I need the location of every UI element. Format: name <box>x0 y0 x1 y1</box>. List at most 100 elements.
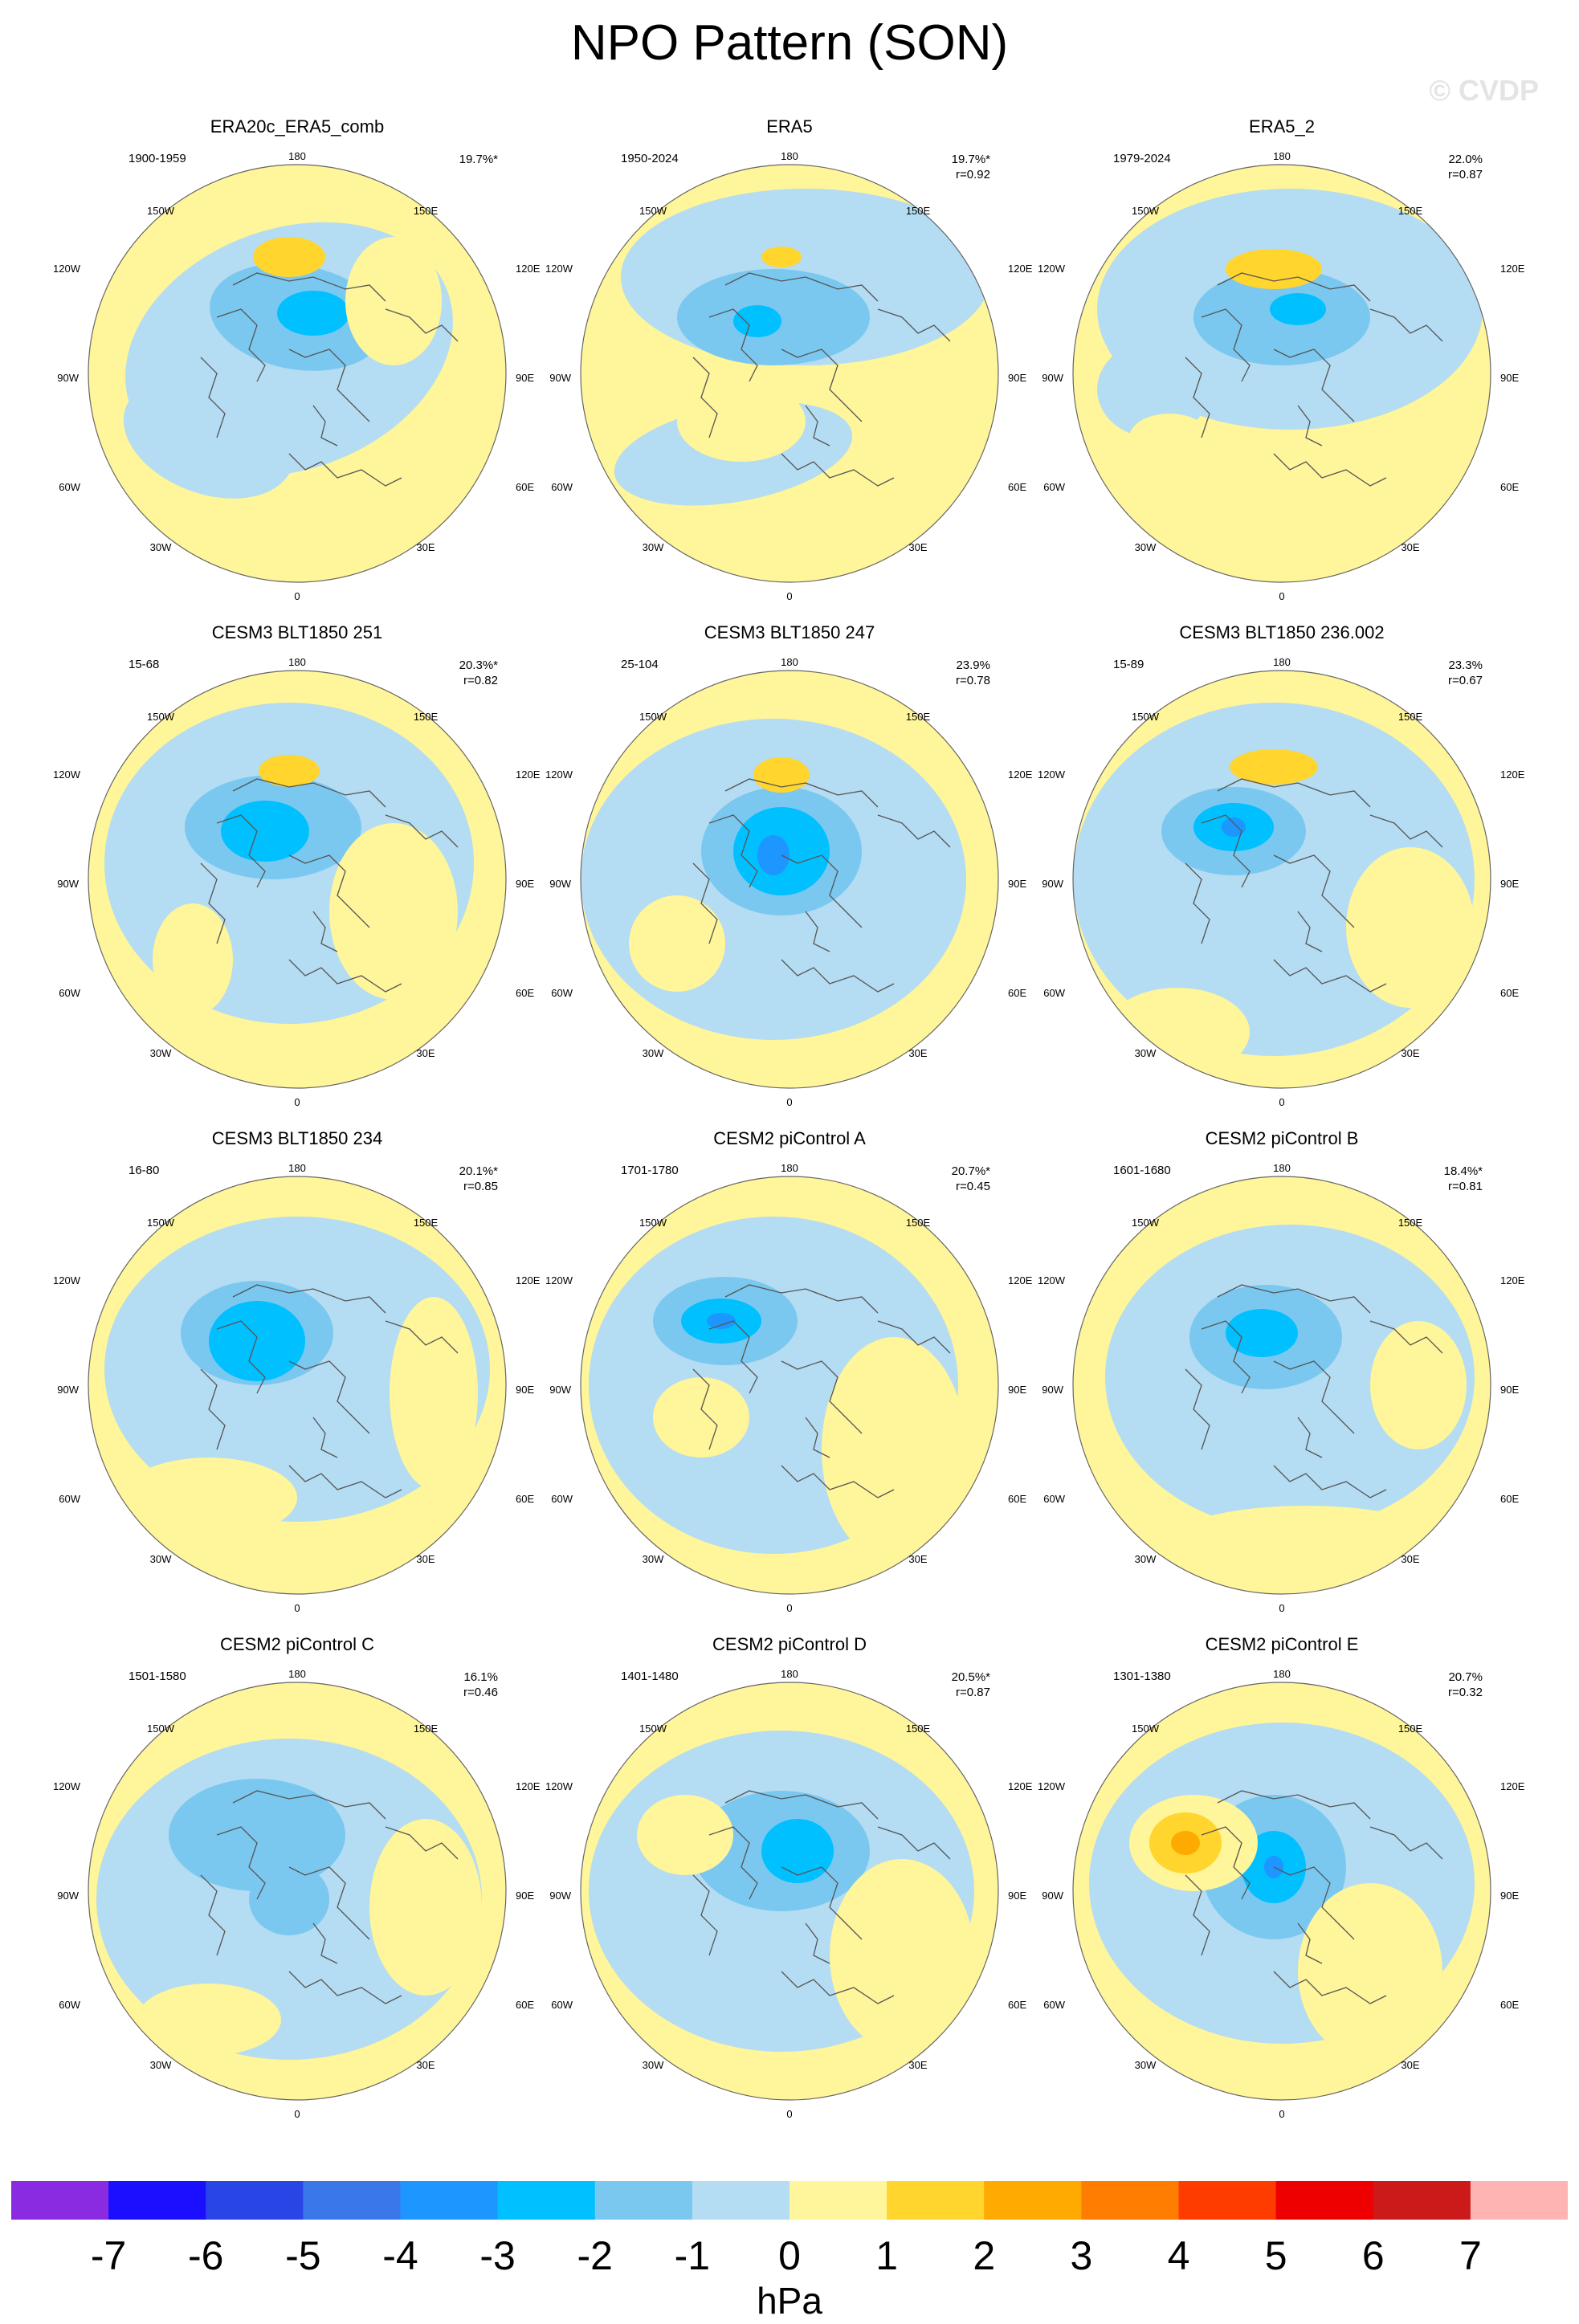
longitude-label-lr: 60E <box>1008 1493 1027 1505</box>
colorbar-tick-label: 2 <box>973 2233 996 2278</box>
panel-period: 1900-1959 <box>129 152 186 165</box>
anomaly-contour <box>1129 414 1210 462</box>
map-boundary <box>88 670 507 1089</box>
explained-variance: 19.7%* <box>951 153 990 166</box>
colorbar-tick-label: 4 <box>1167 2233 1190 2278</box>
panel-variance-stats: 19.7%* r=0.92 <box>918 152 990 182</box>
longitude-label-bl: 30W <box>149 541 172 553</box>
map-panel: CESM2 piControl A 1701-1780 20.7%* r=0.45 18… <box>541 1128 1038 1634</box>
coastline <box>877 308 951 342</box>
coastline <box>216 1826 266 1900</box>
coastline <box>312 1922 338 1964</box>
longitude-label-l: 90W <box>57 1384 79 1396</box>
coastline <box>805 1922 830 1964</box>
coastline <box>1273 1971 1387 2004</box>
watermark: © CVDP <box>1429 74 1539 107</box>
map-boundary <box>1072 670 1491 1089</box>
longitude-label-r: 90E <box>1500 372 1520 384</box>
coastline <box>200 862 226 944</box>
longitude-label-bottom: 0 <box>294 1602 300 1614</box>
longitude-label-br: 30E <box>908 541 928 553</box>
panel-period: 1501-1580 <box>129 1670 186 1683</box>
pattern-correlation: r=0.67 <box>1448 674 1483 687</box>
longitude-label-ll: 60W <box>59 481 80 493</box>
longitude-label-ul: 120W <box>1038 769 1065 781</box>
longitude-label-ul: 120W <box>1038 1780 1065 1792</box>
longitude-label-r: 90E <box>516 1384 535 1396</box>
longitude-label-ll: 60W <box>1043 1999 1065 2011</box>
longitude-label-ul: 120W <box>1038 263 1065 275</box>
colorbar-tick-label: 6 <box>1361 2233 1385 2278</box>
longitude-label-bl: 30W <box>149 1047 172 1059</box>
longitude-label-lr: 60E <box>1500 1999 1520 2011</box>
colorbar-swatch <box>887 2181 985 2220</box>
anomaly-contour <box>249 1863 329 1935</box>
longitude-label-ur: 120E <box>1008 1274 1033 1286</box>
longitude-label-tl: 150W <box>639 711 667 723</box>
explained-variance: 20.1%* <box>459 1164 498 1178</box>
colorbar-tick-label: -4 <box>382 2233 418 2278</box>
colorbar-tick-label: 5 <box>1264 2233 1287 2278</box>
longitude-label-bottom: 0 <box>786 2108 793 2120</box>
coastline <box>288 349 370 422</box>
explained-variance: 16.1% <box>463 1670 498 1684</box>
longitude-label-ur: 120E <box>1008 769 1033 781</box>
longitude-label-br: 30E <box>908 1553 928 1565</box>
anomaly-contour <box>221 801 309 862</box>
anomaly-contour <box>1171 1831 1200 1855</box>
longitude-label-r: 90E <box>516 878 535 890</box>
polar-map <box>1072 670 1491 1089</box>
coastline <box>385 814 459 848</box>
coastline <box>232 272 386 302</box>
anomaly-contour <box>123 377 295 499</box>
longitude-label-ur: 120E <box>1500 1274 1525 1286</box>
panel-variance-stats: 16.1% r=0.46 <box>426 1670 498 1700</box>
longitude-label-tr: 150E <box>413 711 439 723</box>
longitude-label-top: 180 <box>1273 1162 1291 1174</box>
longitude-label-lr: 60E <box>1008 481 1027 493</box>
longitude-label-r: 90E <box>516 1890 535 1902</box>
pattern-correlation: r=0.32 <box>1448 1686 1483 1699</box>
coastline <box>232 778 386 808</box>
coastline <box>232 1790 386 1820</box>
polar-map <box>580 1682 999 2101</box>
panel-title: CESM3 BLT1850 236.002 <box>1179 622 1385 642</box>
coastline <box>708 308 758 382</box>
longitude-label-ll: 60W <box>1043 1493 1065 1505</box>
coastline <box>1369 1320 1443 1354</box>
longitude-label-tl: 150W <box>639 205 667 217</box>
anomaly-contour <box>329 823 458 1000</box>
page-title: NPO Pattern (SON) <box>570 15 1009 71</box>
coastline <box>692 357 718 438</box>
colorbar-swatch <box>497 2181 596 2220</box>
panel-title: CESM3 BLT1850 247 <box>704 622 875 642</box>
coastline <box>781 1360 863 1434</box>
polar-map <box>88 164 507 583</box>
panel-variance-stats: 22.0% r=0.87 <box>1410 152 1483 182</box>
longitude-label-tl: 150W <box>147 1217 174 1229</box>
coastline <box>1201 1320 1251 1394</box>
colorbar-swatch <box>1081 2181 1179 2220</box>
map-panel: CESM3 BLT1850 236.002 15-89 23.3% r=0.67 180… <box>1033 622 1531 1128</box>
panel-period: 1979-2024 <box>1113 152 1171 165</box>
longitude-label-bl: 30W <box>1134 2059 1157 2071</box>
longitude-label-br: 30E <box>416 2059 435 2071</box>
map-panel: CESM3 BLT1850 234 16-80 20.1%* r=0.85 180 150… <box>48 1128 546 1634</box>
pattern-correlation: r=0.81 <box>1448 1180 1483 1193</box>
map-panel: ERA5_2 1979-2024 22.0% r=0.87 180 150W 150E 120… <box>1033 116 1531 622</box>
anomaly-contour <box>369 1819 482 1996</box>
anomaly-contour <box>1226 1309 1298 1357</box>
panel-variance-stats: 20.7% r=0.32 <box>1410 1670 1483 1700</box>
longitude-label-tr: 150E <box>413 205 439 217</box>
panel-period: 16-80 <box>129 1164 160 1177</box>
anomaly-contour <box>1105 988 1250 1076</box>
longitude-label-bottom: 0 <box>1279 2108 1285 2120</box>
panel-title: CESM3 BLT1850 251 <box>211 622 383 642</box>
colorbar <box>11 2181 1568 2220</box>
colorbar-tick-label: -6 <box>188 2233 224 2278</box>
anomaly-contour <box>1230 749 1318 785</box>
coastline <box>805 1417 830 1458</box>
longitude-label-bl: 30W <box>1134 1047 1157 1059</box>
longitude-label-l: 90W <box>1042 878 1063 890</box>
anomaly-contour <box>259 755 320 787</box>
